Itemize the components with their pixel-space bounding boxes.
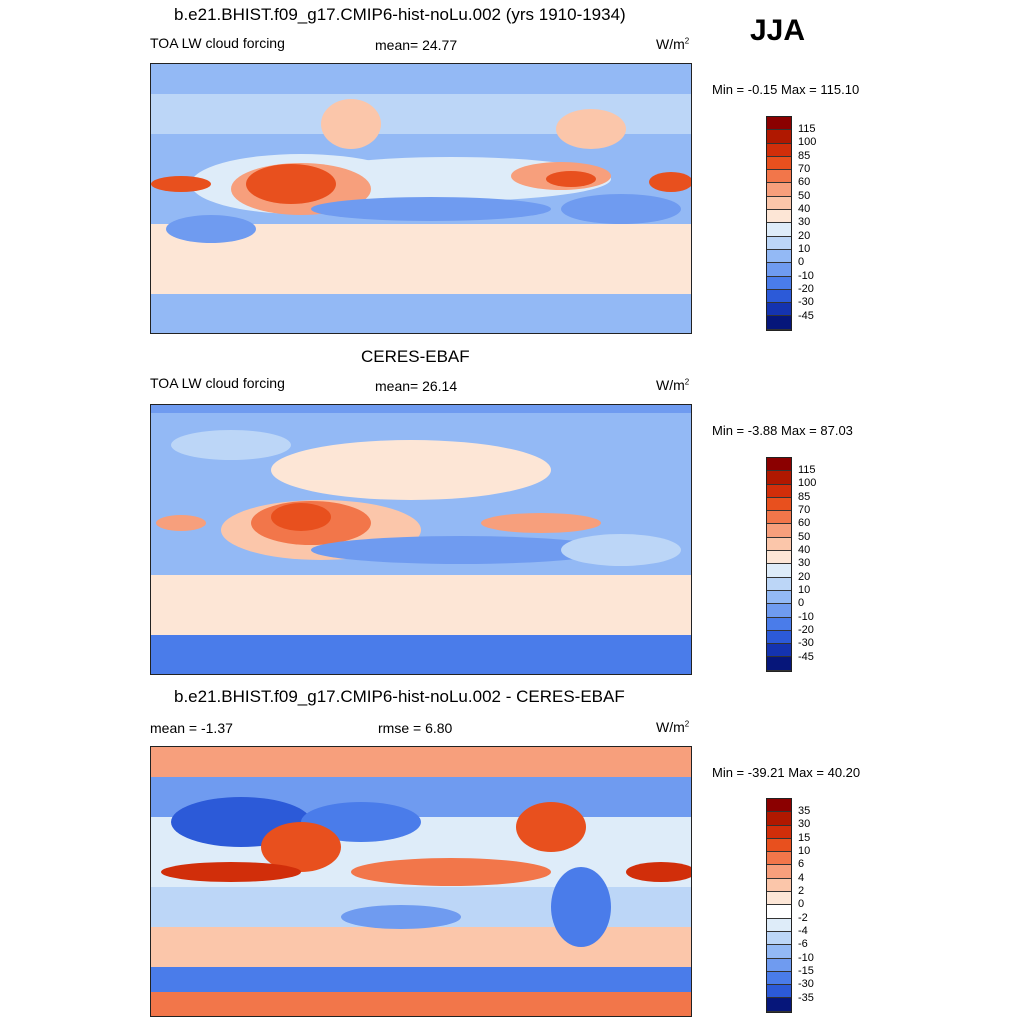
panel-3-minmax: Min = -39.21 Max = 40.20 (712, 765, 861, 780)
panel-3-colorbar (766, 798, 792, 1013)
panel-3-map (150, 746, 692, 1017)
panel-3-tick: 4 (798, 872, 805, 884)
panel-1-tick: -20 (798, 283, 814, 295)
panel-1-tick: -30 (798, 296, 814, 308)
panel-1-tick: -10 (798, 270, 814, 282)
panel-2-tick: 60 (798, 517, 811, 529)
panel-1-tick: 20 (798, 230, 811, 242)
panel-3-tick: 10 (798, 845, 811, 857)
panel-2-tick: 10 (798, 584, 811, 596)
panel-1-tick: 115 (798, 123, 816, 135)
panel-1-map-field (151, 64, 691, 333)
panel-1-tick: 50 (798, 190, 811, 202)
panel-1-mean: mean= 24.77 (375, 37, 458, 53)
panel-1-title: b.e21.BHIST.f09_g17.CMIP6-hist-noLu.002 … (174, 5, 626, 24)
panel-2-tick: -45 (798, 651, 814, 663)
panel-3-tick: 15 (798, 832, 811, 844)
panel-2-tick: -30 (798, 637, 814, 649)
panel-2-tick: -20 (798, 624, 814, 636)
panel-3-tick: -10 (798, 952, 814, 964)
panel-3-map-field (151, 747, 691, 1016)
panel-2-units: W/m2 (656, 377, 690, 393)
panel-1-tick: -45 (798, 310, 814, 322)
panel-2-tick: 20 (798, 571, 811, 583)
panel-2-tick: 40 (798, 544, 811, 556)
panel-1-minmax: Min = -0.15 Max = 115.10 (712, 82, 860, 97)
panel-2-tick: -10 (798, 611, 814, 623)
panel-1-tick: 60 (798, 176, 811, 188)
panel-1-units: W/m2 (656, 36, 690, 52)
panel-2-colorbar (766, 457, 792, 672)
panel-1-tick: 70 (798, 163, 811, 175)
panel-3-tick: -30 (798, 978, 814, 990)
panel-3-tick: -2 (798, 912, 808, 924)
panel-3-tick: -6 (798, 938, 808, 950)
panel-3-tick: -35 (798, 992, 814, 1004)
panel-3-units: W/m2 (656, 719, 690, 735)
panel-3-rmse: rmse = 6.80 (378, 720, 453, 736)
panel-1-tick: 100 (798, 136, 817, 148)
panel-1-colorbar (766, 116, 792, 331)
panel-1-tick: 0 (798, 256, 805, 268)
panel-2-tick: 85 (798, 491, 811, 503)
panel-2-tick: 70 (798, 504, 811, 516)
panel-2-minmax: Min = -3.88 Max = 87.03 (712, 423, 853, 438)
panel-1-tick: 30 (798, 216, 811, 228)
panel-3-tick: 2 (798, 885, 805, 897)
panel-2-tick: 115 (798, 464, 816, 476)
panel-2-tick: 100 (798, 477, 817, 489)
panel-1-variable: TOA LW cloud forcing (150, 35, 285, 51)
panel-2-map (150, 404, 692, 675)
panel-1-tick: 85 (798, 150, 811, 162)
panel-1-map (150, 63, 692, 334)
panel-3-tick: 30 (798, 818, 811, 830)
panel-2-mean: mean= 26.14 (375, 378, 458, 394)
panel-3-title: b.e21.BHIST.f09_g17.CMIP6-hist-noLu.002 … (174, 687, 625, 706)
panel-2-variable: TOA LW cloud forcing (150, 375, 285, 391)
panel-3-tick: 6 (798, 858, 805, 870)
panel-1-tick: 40 (798, 203, 811, 215)
panel-2-title: CERES-EBAF (361, 347, 470, 366)
panel-3-tick: 35 (798, 805, 811, 817)
panel-3-tick: -15 (798, 965, 814, 977)
panel-2-tick: 50 (798, 531, 811, 543)
panel-1-tick: 10 (798, 243, 811, 255)
panel-2-tick: 30 (798, 557, 811, 569)
panel-2-tick: 0 (798, 597, 805, 609)
panel-3-tick: -4 (798, 925, 808, 937)
panel-3-tick: 0 (798, 898, 805, 910)
season-label: JJA (750, 14, 806, 47)
panel-2-map-field (151, 405, 691, 674)
panel-3-mean: mean = -1.37 (150, 720, 233, 736)
